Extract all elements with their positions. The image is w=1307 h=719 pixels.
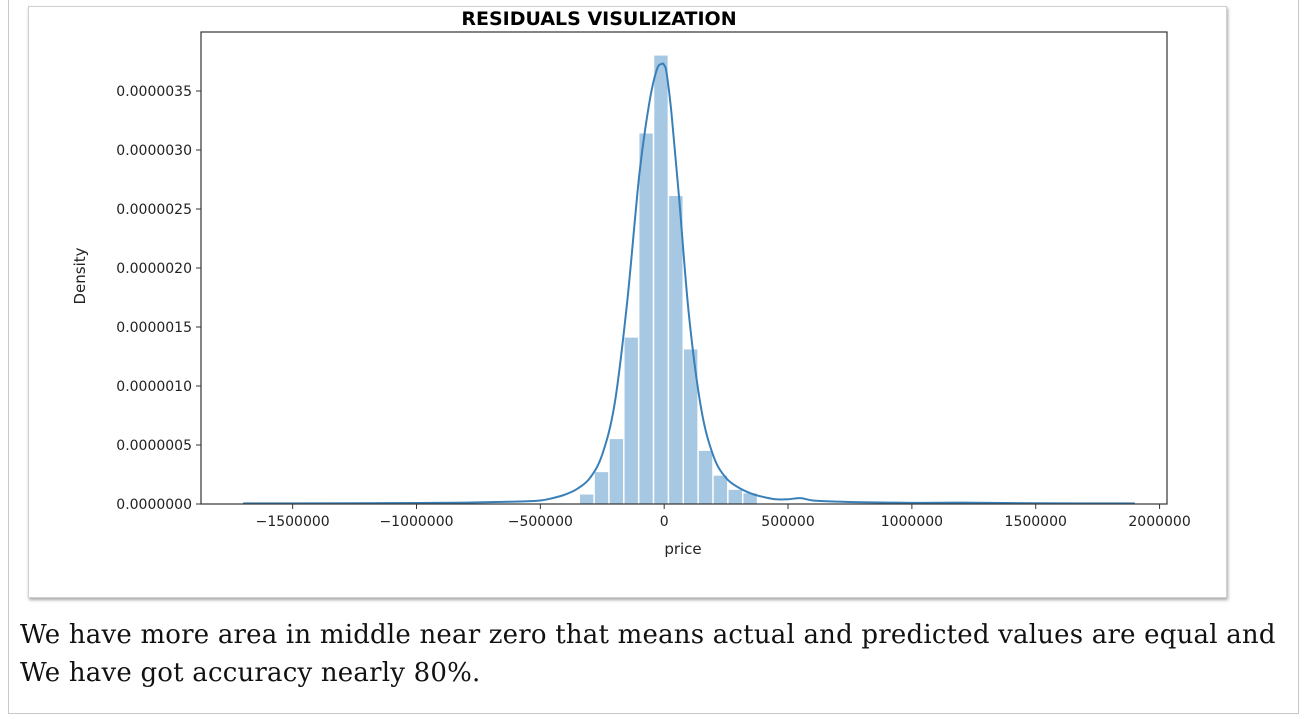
histogram-bar-5 — [654, 55, 668, 504]
y-axis-label: Density — [71, 247, 89, 304]
caption-text: We have more area in middle near zero th… — [20, 620, 1276, 688]
x-tick-label: 2000000 — [1128, 514, 1190, 530]
chart-card: RESIDUALS VISULIZATION −1500000 −1000000−… — [28, 6, 1227, 598]
histogram-bar-2 — [609, 439, 624, 504]
histogram-bar-6 — [669, 196, 683, 504]
y-tick-label: 0.0000030 — [116, 143, 192, 159]
y-tick-label: 0.0000015 — [116, 320, 192, 336]
histogram-bars — [579, 55, 757, 504]
x-axis: −1500000 −1000000 −500000 0 500000 1000000 150… — [256, 504, 1191, 530]
kde-curve — [243, 62, 1135, 505]
y-tick-label: 0.0000025 — [116, 202, 192, 218]
histogram-bar-8 — [698, 450, 713, 504]
page-frame — [8, 0, 1299, 714]
y-tick-label: 0.0000000 — [116, 497, 192, 513]
histogram-bar-3 — [624, 337, 638, 504]
histogram-bar-9 — [713, 475, 728, 504]
x-tick-label: −1500000 — [256, 514, 330, 530]
x-axis-label: price — [664, 540, 701, 558]
histogram-bar-4 — [639, 133, 653, 504]
histogram-bar-10 — [728, 489, 742, 504]
y-tick-label: 0.0000020 — [116, 261, 192, 277]
y-axis: 0.0000000 0.0000005 0.0000010 0.0000015 0.00… — [116, 84, 201, 513]
y-tick-label: 0.0000035 — [116, 84, 192, 100]
chart-title: RESIDUALS VISULIZATION — [461, 8, 736, 30]
histogram-bar-0 — [579, 494, 594, 504]
x-tick-label: −1000000 — [379, 514, 453, 530]
x-tick-label: −500000 — [508, 514, 573, 530]
histogram-bar-11 — [743, 493, 757, 504]
histogram-bar-7 — [684, 349, 698, 504]
x-tick-label: 1000000 — [881, 514, 943, 530]
x-tick-label: 0 — [660, 514, 669, 530]
x-tick-label: 1500000 — [1005, 514, 1067, 530]
kde-curve-layer — [243, 62, 1135, 505]
histogram-bar-1 — [594, 472, 609, 504]
x-tick-label: 500000 — [761, 514, 814, 530]
y-tick-label: 0.0000010 — [116, 379, 192, 395]
y-tick-label: 0.0000005 — [116, 438, 192, 454]
residuals-histogram-chart: RESIDUALS VISULIZATION −1500000 −1000000−… — [71, 8, 1191, 558]
